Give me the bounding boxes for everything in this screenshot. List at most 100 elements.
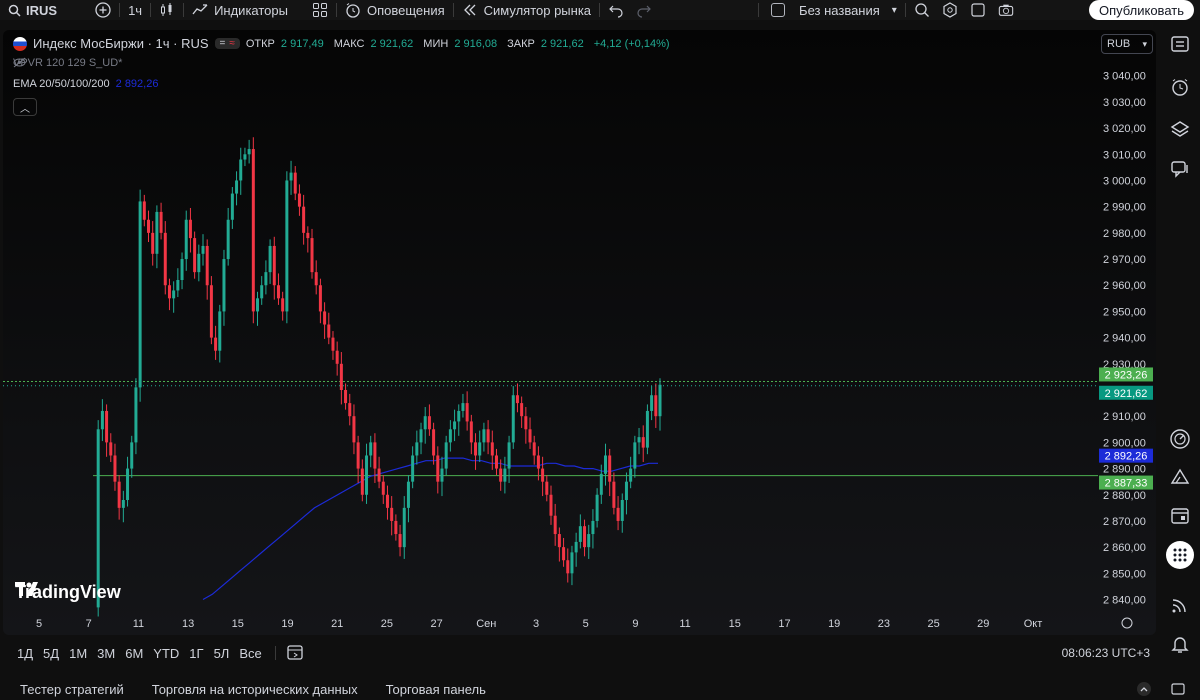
price-tag-bg xyxy=(1099,448,1153,463)
legend-status-pill[interactable]: = ≈ xyxy=(214,38,240,49)
add-symbol-button[interactable] xyxy=(89,0,117,20)
candle-body xyxy=(570,552,574,574)
alerts-panel-button[interactable] xyxy=(1168,75,1192,99)
candle-body xyxy=(155,211,159,254)
candle-body xyxy=(126,468,130,500)
range-5d[interactable]: 5Д xyxy=(43,645,60,661)
notifications-button[interactable] xyxy=(1168,632,1192,656)
range-5y[interactable]: 5Л xyxy=(213,645,230,661)
maximize-panel-button[interactable] xyxy=(1170,681,1186,700)
redo-button[interactable] xyxy=(630,0,658,20)
price-axis-tick: 2 950,00 xyxy=(1103,306,1146,318)
price-tag-label: 2 887,33 xyxy=(1105,478,1148,490)
chevron-down-icon: ▾ xyxy=(1142,38,1147,49)
top-toolbar: IRUS 1ч Индикаторы Оповещения Сим xyxy=(0,0,1200,20)
range-ytd[interactable]: YTD xyxy=(153,645,180,661)
fullscreen-button[interactable] xyxy=(964,0,992,20)
publish-button[interactable]: Опубликовать xyxy=(1088,0,1194,20)
candle-body xyxy=(620,500,624,521)
tab-trading-panel[interactable]: Торговая панель xyxy=(385,681,486,697)
candle-body xyxy=(402,507,406,548)
candle-body xyxy=(381,481,385,495)
price-axis-tick: 2 860,00 xyxy=(1103,542,1146,554)
candle-body xyxy=(96,429,100,608)
range-1d[interactable]: 1Д xyxy=(17,645,34,661)
settings-button[interactable] xyxy=(936,0,964,20)
replay-button[interactable]: Симулятор рынка xyxy=(456,0,597,20)
chevron-up-icon: ︿ xyxy=(20,103,30,115)
candle-body xyxy=(536,455,540,469)
triangle-icon xyxy=(1170,468,1190,484)
range-all[interactable]: Все xyxy=(239,645,262,661)
candle-body xyxy=(276,285,280,299)
candle-body xyxy=(226,219,230,260)
interval-button[interactable]: 1ч xyxy=(128,2,143,18)
quick-search-button[interactable] xyxy=(908,0,936,20)
candle-body xyxy=(109,442,113,456)
price-axis-tick: 3 010,00 xyxy=(1103,149,1146,161)
plus-circle-icon xyxy=(95,2,111,18)
candle-body xyxy=(545,481,549,495)
range-1m[interactable]: 1М xyxy=(69,645,88,661)
candle-body xyxy=(553,515,557,535)
layouts-button[interactable] xyxy=(306,0,334,20)
range-1y[interactable]: 1Г xyxy=(189,645,204,661)
candle-body xyxy=(214,337,218,351)
tab-strategy-tester[interactable]: Тестер стратегий xyxy=(20,681,124,697)
candle-body xyxy=(310,238,314,273)
watchlist-button[interactable] xyxy=(1168,32,1192,56)
candle-body xyxy=(163,232,167,286)
divider xyxy=(150,3,152,17)
candle-body xyxy=(474,442,478,456)
candle-body xyxy=(595,494,599,521)
chart-type-button[interactable] xyxy=(153,0,181,20)
candle-body xyxy=(633,442,637,469)
indicator-vpvr[interactable]: VPVR 120 129 S_UD* xyxy=(13,57,128,69)
symbol-search[interactable]: IRUS xyxy=(0,0,63,20)
price-axis-tick: 2 970,00 xyxy=(1103,254,1146,266)
range-buttons: 1Д 5Д 1М 3М 6М YTD 1Г 5Л Все xyxy=(12,646,267,661)
layout-checkbox[interactable] xyxy=(771,3,786,17)
goto-date-button[interactable] xyxy=(286,643,304,664)
candlestick-chart[interactable]: 3 040,00 3 030,00 3 020,00 3 010,00 3 000,00… xyxy=(3,30,1156,635)
alarm-clock-icon xyxy=(345,2,361,18)
candle-body xyxy=(616,507,620,521)
indicator-ema[interactable]: EMA 20/50/100/200 2 892,26 xyxy=(13,78,158,90)
range-6m[interactable]: 6М xyxy=(125,645,144,661)
open-label: ОТКР xyxy=(245,37,275,50)
ideas-button[interactable] xyxy=(1168,427,1192,451)
more-apps-button[interactable] xyxy=(1166,541,1194,569)
clock-timezone[interactable]: 08:06:23 UTC+3 xyxy=(1061,646,1150,660)
candle-body xyxy=(360,468,364,495)
candle-body xyxy=(406,481,410,508)
chart-pane[interactable]: 3 040,00 3 030,00 3 020,00 3 010,00 3 000,00… xyxy=(3,30,1156,635)
candle-body xyxy=(645,410,649,448)
candle-body xyxy=(398,534,402,548)
stream-button[interactable] xyxy=(1168,593,1192,617)
candle-body xyxy=(520,403,524,417)
range-3m[interactable]: 3М xyxy=(97,645,116,661)
calendar-button[interactable] xyxy=(1168,503,1192,527)
low-label: МИН xyxy=(423,37,449,50)
candle-body xyxy=(243,154,247,160)
candle-body xyxy=(260,285,264,299)
candle-body xyxy=(457,410,461,422)
indicators-button[interactable]: Индикаторы xyxy=(186,0,294,20)
layers-button[interactable] xyxy=(1168,117,1192,141)
candle-body xyxy=(289,172,293,181)
pine-button[interactable] xyxy=(1168,465,1192,489)
collapse-legend-button[interactable]: ︿ xyxy=(13,98,37,116)
layout-menu[interactable]: Без названия ▾ xyxy=(765,0,903,20)
candle-body xyxy=(113,455,117,482)
chats-button[interactable] xyxy=(1168,157,1192,181)
tab-replay-trading[interactable]: Торговля на исторических данных xyxy=(151,681,358,697)
alerts-button[interactable]: Оповещения xyxy=(339,0,451,20)
price-axis-tick: 3 020,00 xyxy=(1103,123,1146,135)
currency-select[interactable]: RUB ▾ xyxy=(1101,34,1153,54)
candle-body xyxy=(603,455,607,474)
undo-button[interactable] xyxy=(602,0,630,20)
candle-body xyxy=(130,442,134,469)
snapshot-button[interactable] xyxy=(992,0,1020,20)
collapse-panel-button[interactable] xyxy=(1136,681,1152,700)
candle-body xyxy=(251,149,255,312)
